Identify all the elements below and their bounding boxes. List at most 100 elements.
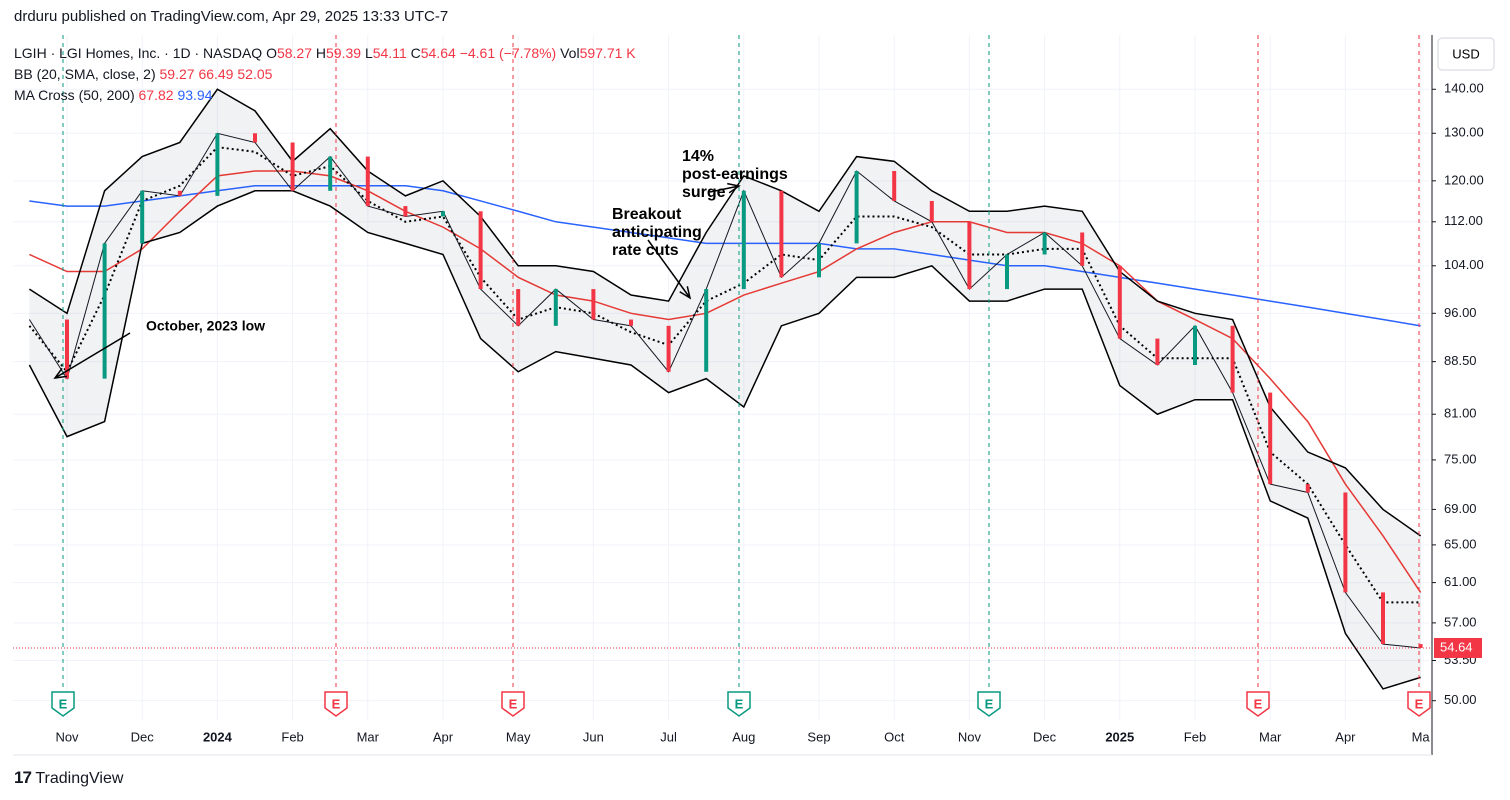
event-label: E	[509, 696, 518, 711]
y-tick-label: 65.00	[1444, 536, 1477, 551]
candle	[817, 243, 821, 278]
candle	[441, 211, 445, 217]
candle	[591, 289, 596, 320]
candle	[854, 171, 859, 244]
currency-box[interactable]	[1437, 37, 1495, 71]
footer-brand: TradingView	[35, 770, 124, 787]
candle	[1080, 232, 1085, 266]
event-badge	[1246, 691, 1270, 717]
ma-name: MA Cross (50, 200)	[14, 87, 135, 103]
annotation: rate cuts	[612, 242, 679, 259]
ma-slow: 93.94	[177, 87, 213, 103]
candle	[1418, 644, 1423, 648]
candle	[629, 319, 633, 326]
bb-upper: 66.49	[198, 66, 234, 82]
candle	[1193, 325, 1197, 365]
candle	[1381, 592, 1385, 645]
x-tick-label: 2024	[203, 729, 233, 744]
ma-fast: 67.82	[138, 87, 174, 103]
price-line	[28, 132, 1421, 649]
open: 58.27	[276, 45, 312, 61]
event-label: E	[735, 696, 744, 711]
ma-200-line	[29, 185, 1421, 327]
y-tick-label: 69.00	[1444, 501, 1477, 516]
candle	[177, 190, 182, 196]
y-tick-label: 50.00	[1444, 692, 1477, 707]
x-tick-label: Ma	[1412, 729, 1431, 744]
event-badge	[501, 691, 525, 717]
close: 54.64	[420, 45, 456, 61]
candle	[1042, 232, 1047, 255]
x-tick-label: Jun	[583, 729, 604, 744]
y-tick-label: 140.00	[1444, 81, 1484, 96]
candle	[290, 142, 295, 191]
annotation: anticipating	[612, 224, 702, 241]
bb-lower: 52.05	[237, 66, 273, 82]
annotation: October, 2023 low	[146, 318, 265, 334]
event-label: E	[1415, 696, 1424, 711]
candle	[1117, 265, 1122, 339]
ma-50-line	[29, 170, 1422, 593]
x-tick-label: Aug	[732, 729, 755, 744]
candle	[553, 289, 558, 326]
y-tick-label: 61.00	[1444, 574, 1477, 589]
x-tick-label: Mar	[1259, 729, 1282, 744]
x-tick-label: Dec	[131, 729, 155, 744]
x-tick-label: Jul	[660, 729, 677, 744]
candle	[1155, 338, 1160, 365]
x-tick-label: Feb	[281, 729, 303, 744]
logo-icon: 17	[14, 768, 32, 787]
y-tick-label: 96.00	[1444, 305, 1477, 320]
y-tick-label: 81.00	[1444, 406, 1477, 421]
bb-name: BB (20, SMA, close, 2)	[14, 66, 156, 82]
y-tick-label: 130.00	[1444, 125, 1484, 140]
h-label: H	[315, 45, 327, 61]
candle	[741, 190, 746, 290]
symbol-legend: LGIH · LGI Homes, Inc. · 1D · NASDAQ O58…	[14, 45, 636, 61]
publisher-line: drduru published on TradingView.com, Apr…	[14, 8, 449, 25]
high: 59.39	[326, 45, 362, 61]
bb-legend: BB (20, SMA, close, 2) 59.27 66.49 52.05	[14, 66, 272, 82]
footer: 17 TradingView	[14, 768, 123, 788]
event-label: E	[59, 696, 68, 711]
x-tick-label: Apr	[433, 729, 454, 744]
c-label: C	[410, 45, 421, 61]
candle	[516, 289, 521, 326]
bb-basis-line	[28, 146, 1421, 604]
event-badge	[727, 691, 751, 717]
y-tick-label: 120.00	[1444, 172, 1484, 187]
x-tick-label: Apr	[1335, 729, 1356, 744]
y-tick-label: 104.00	[1444, 257, 1484, 272]
candle	[892, 171, 897, 201]
event-badge	[51, 691, 75, 717]
candle	[215, 133, 220, 196]
candle	[1268, 392, 1273, 485]
ma-legend: MA Cross (50, 200) 67.82 93.94	[14, 87, 212, 103]
candle	[403, 206, 408, 217]
candle	[779, 190, 784, 278]
candle	[140, 190, 145, 244]
annotation-arrow	[647, 239, 691, 299]
low: 54.11	[372, 45, 407, 61]
x-tick-label: 2025	[1105, 729, 1134, 744]
x-tick-label: Oct	[884, 729, 905, 744]
annotation: surge	[682, 184, 726, 201]
candle	[328, 156, 333, 191]
annotation-arrow	[54, 332, 131, 379]
currency: USD	[1452, 46, 1479, 61]
event-badge	[1407, 691, 1431, 717]
y-tick-label: 88.50	[1444, 353, 1477, 368]
annotation: post-earnings	[682, 166, 788, 183]
event-label: E	[985, 696, 994, 711]
vol-label: Vol	[560, 45, 580, 61]
bb-lower-line	[28, 190, 1421, 690]
volume: 597.71 K	[579, 45, 636, 61]
x-tick-label: Nov	[55, 729, 79, 744]
x-tick-label: Sep	[807, 729, 830, 744]
y-tick-label: 57.00	[1444, 614, 1477, 629]
bb-upper-line	[28, 88, 1422, 537]
candle	[1343, 492, 1348, 593]
